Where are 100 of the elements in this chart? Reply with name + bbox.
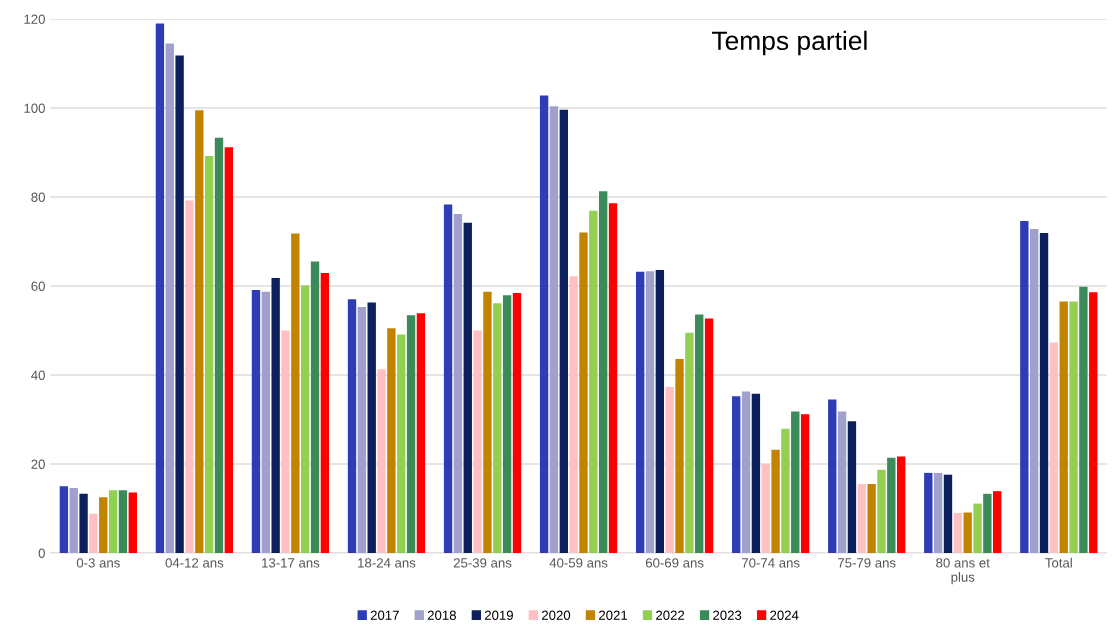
bar xyxy=(791,411,800,553)
legend-label: 2022 xyxy=(656,610,685,620)
legend-label: 2023 xyxy=(713,610,742,620)
bar xyxy=(963,512,972,553)
bar xyxy=(59,486,69,553)
bar xyxy=(579,232,588,553)
bar xyxy=(291,233,300,553)
bar xyxy=(397,334,406,553)
legend-label: 2017 xyxy=(370,610,399,620)
bar xyxy=(569,276,578,553)
bar xyxy=(887,457,896,553)
bar xyxy=(1089,292,1098,553)
legend-label: 2019 xyxy=(484,610,513,620)
bar xyxy=(741,391,751,553)
bar xyxy=(463,222,472,553)
y-tick-label: 20 xyxy=(31,459,45,469)
bar xyxy=(771,449,780,553)
bar xyxy=(877,469,886,553)
bar xyxy=(473,330,482,553)
bar xyxy=(828,399,837,553)
bar xyxy=(973,503,982,553)
legend-label: 2021 xyxy=(599,610,628,620)
bar xyxy=(685,332,694,553)
bar xyxy=(79,493,88,553)
bar xyxy=(367,302,376,553)
bar xyxy=(559,109,568,553)
bar xyxy=(185,200,194,553)
bar xyxy=(224,147,234,553)
bar xyxy=(387,328,396,553)
bar xyxy=(108,490,118,553)
x-tick-label: Total xyxy=(1045,557,1072,568)
bar xyxy=(1069,301,1078,553)
legend-label: 2018 xyxy=(427,610,456,620)
bar xyxy=(943,474,953,553)
bar xyxy=(695,314,704,553)
bar xyxy=(704,318,714,553)
x-tick-label: 04-12 ans xyxy=(165,558,224,568)
x-tick-label: 0-3 ans xyxy=(76,558,120,568)
bar xyxy=(867,484,876,553)
bar xyxy=(1039,233,1049,553)
bar xyxy=(493,303,502,553)
bar xyxy=(857,484,866,553)
bar xyxy=(539,95,549,553)
bar xyxy=(751,393,761,553)
bar xyxy=(933,472,943,553)
y-tick-label: 0 xyxy=(38,548,45,558)
bar xyxy=(665,387,674,553)
bar xyxy=(443,204,453,553)
legend-label: 2020 xyxy=(541,610,571,620)
x-tick-label: 25-39 ans xyxy=(453,558,512,568)
bar xyxy=(953,512,963,553)
bar xyxy=(377,369,386,553)
bar xyxy=(271,277,280,553)
bar xyxy=(993,491,1002,553)
x-tick-label: 60-69 ans xyxy=(645,558,704,568)
bar xyxy=(357,306,367,553)
bar xyxy=(1020,221,1029,553)
bar xyxy=(781,428,790,553)
bar xyxy=(453,213,463,553)
bar xyxy=(800,414,810,553)
bar xyxy=(1079,286,1088,553)
bar xyxy=(645,271,655,553)
bar xyxy=(118,490,128,553)
bar xyxy=(1059,301,1068,553)
bar xyxy=(635,271,645,553)
y-tick-label: 120 xyxy=(24,14,45,24)
bar xyxy=(204,156,214,553)
bar xyxy=(69,488,78,553)
bar xyxy=(502,295,512,553)
bar xyxy=(1030,229,1039,553)
y-tick-label: 100 xyxy=(24,103,45,113)
bar xyxy=(589,210,598,553)
bar xyxy=(675,358,684,553)
bar xyxy=(983,493,992,553)
y-tick-label: 40 xyxy=(31,370,45,380)
bar xyxy=(847,421,857,553)
x-tick-label: 13-17 ans xyxy=(262,558,320,568)
y-tick-label: 60 xyxy=(31,281,45,291)
y-tick-label: 80 xyxy=(31,192,45,202)
bar xyxy=(655,269,665,553)
bar xyxy=(310,261,320,553)
bar xyxy=(175,55,184,553)
bar xyxy=(195,110,204,553)
x-tick-label: 80 ans et plus xyxy=(936,558,990,585)
bar xyxy=(761,463,770,553)
bar xyxy=(732,396,741,553)
bar xyxy=(89,513,98,553)
bar xyxy=(837,411,847,553)
x-tick-label: 18-24 ans xyxy=(358,558,416,568)
bar xyxy=(1049,342,1059,553)
x-tick-label: 70-74 ans xyxy=(741,558,800,568)
bar xyxy=(320,273,330,553)
bar xyxy=(281,330,290,553)
bar xyxy=(598,191,608,553)
x-tick-label: 75-79 ans xyxy=(838,558,896,568)
bar xyxy=(214,137,224,553)
bar xyxy=(347,299,357,553)
bar xyxy=(261,291,270,553)
bar xyxy=(251,289,261,553)
bar xyxy=(99,497,108,553)
